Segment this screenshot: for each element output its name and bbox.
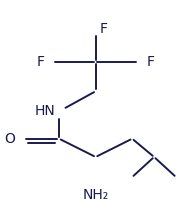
Text: HN: HN — [35, 104, 56, 118]
Text: O: O — [4, 132, 15, 146]
Text: F: F — [36, 55, 45, 69]
Text: F: F — [147, 55, 155, 69]
Text: F: F — [99, 22, 107, 36]
Text: NH₂: NH₂ — [83, 188, 109, 202]
